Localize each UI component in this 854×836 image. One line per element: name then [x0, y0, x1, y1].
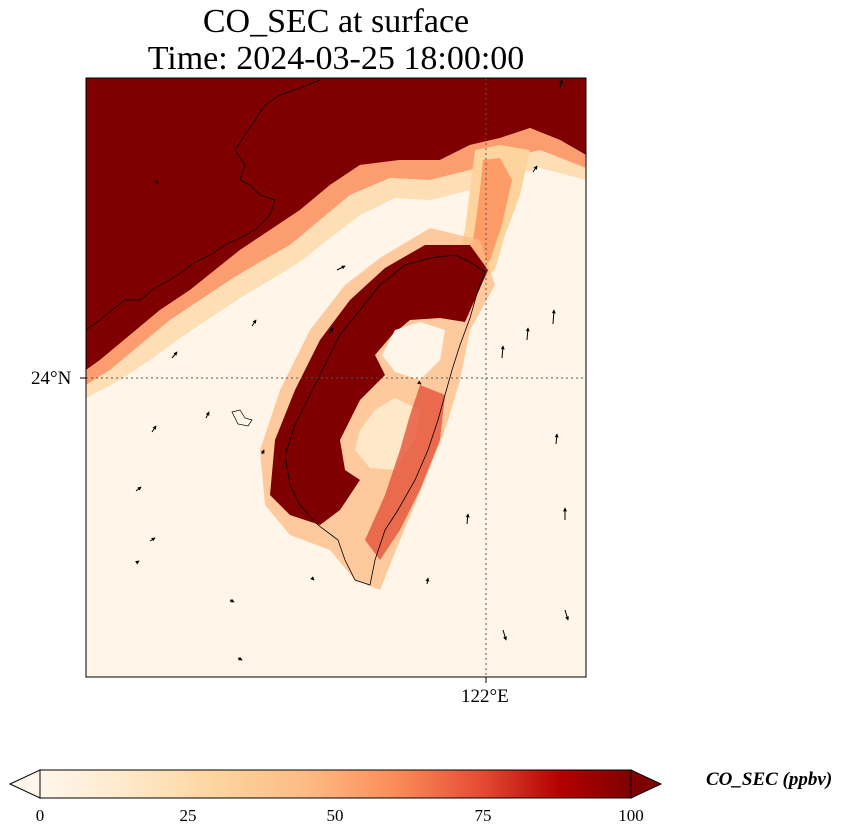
wind-arrow — [328, 327, 334, 335]
wind-arrow — [551, 309, 556, 325]
wind-arrow — [502, 629, 507, 641]
colorbar-tick-25: 25 — [179, 806, 197, 825]
penghu-islands — [231, 409, 253, 427]
wind-arrow — [135, 560, 140, 565]
colorbar-gradient — [39, 769, 632, 799]
mainland-coastline — [86, 79, 321, 331]
colorbar — [8, 769, 663, 799]
wind-arrow — [532, 165, 538, 173]
colorbar-tick-0: 0 — [35, 806, 45, 825]
colorbar-extend-low — [8, 769, 41, 799]
wind-arrow — [310, 576, 315, 581]
colorbar-tick-100: 100 — [618, 806, 644, 825]
lon-label-122E: 122°E — [461, 686, 509, 707]
wind-arrow — [251, 319, 257, 327]
colorbar-label: CO_SEC (ppbv) — [706, 769, 833, 790]
colorbar-tick-50: 50 — [326, 806, 344, 825]
lat-label-24N: 24°N — [31, 368, 72, 389]
wind-arrow — [205, 411, 210, 419]
wind-arrow — [336, 265, 346, 271]
wind-vectors — [135, 79, 569, 661]
wind-arrow — [559, 79, 564, 89]
wind-arrow — [151, 425, 157, 433]
wind-arrow — [554, 433, 559, 445]
wind-arrow — [465, 513, 470, 525]
wind-arrow — [229, 598, 235, 603]
wind-arrow — [154, 179, 159, 185]
wind-arrow — [149, 537, 156, 542]
taiwan-coastline — [284, 254, 486, 586]
wind-arrow — [237, 656, 243, 661]
wind-arrow — [500, 345, 505, 359]
map-title: CO_SEC at surface — [202, 3, 470, 40]
wind-arrow — [417, 380, 422, 385]
taiwan-east-band — [365, 385, 445, 560]
mainland-plume — [86, 78, 586, 370]
wind-arrow — [135, 486, 142, 492]
colorbar-extend-high — [630, 769, 663, 799]
colorbar-tick-75: 75 — [474, 806, 492, 825]
wind-arrow — [525, 327, 530, 341]
map-subtitle-time: Time: 2024-03-25 18:00:00 — [147, 40, 525, 77]
map-figure — [80, 77, 587, 683]
taiwan-hot-region — [270, 245, 488, 525]
wind-arrow — [564, 609, 569, 621]
wind-arrow — [260, 449, 265, 455]
taiwan-interior-low — [382, 322, 445, 380]
wind-arrow — [425, 577, 430, 585]
wind-arrow — [171, 351, 178, 359]
